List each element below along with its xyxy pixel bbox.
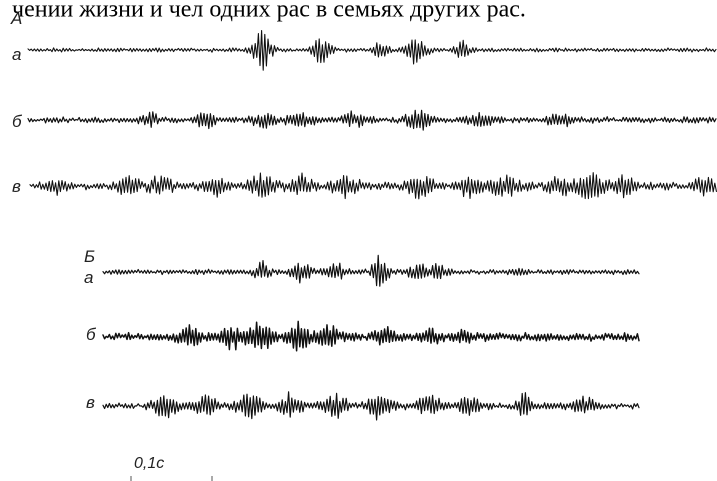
panel-b-trace-b-label: б [86, 325, 97, 344]
time-scale-label: 0,1с [134, 455, 164, 472]
panel-b-trace-a [102, 254, 640, 287]
panel-a-label: А [10, 9, 22, 28]
panel-a-trace-b-label: б [12, 112, 23, 131]
panel-a-trace-c-label: в [12, 177, 21, 196]
header-text: чении жизни и чел одних рас в семьях дру… [12, 0, 526, 23]
panel-a-trace-a-label: а [12, 45, 21, 64]
panel-a-trace-b [27, 109, 717, 131]
panel-a-trace-a [27, 30, 717, 71]
panel-b: Б а б в [84, 247, 640, 421]
panel-b-trace-c-label: в [86, 393, 95, 412]
panel-a-trace-c [29, 172, 717, 200]
panel-a: А а б в [10, 9, 717, 200]
time-scale: 0,1с [130, 455, 213, 481]
panel-b-trace-b [102, 320, 640, 352]
panel-b-trace-c [102, 391, 640, 421]
panel-b-label: Б [84, 247, 95, 266]
panel-b-trace-a-label: а [84, 268, 93, 287]
